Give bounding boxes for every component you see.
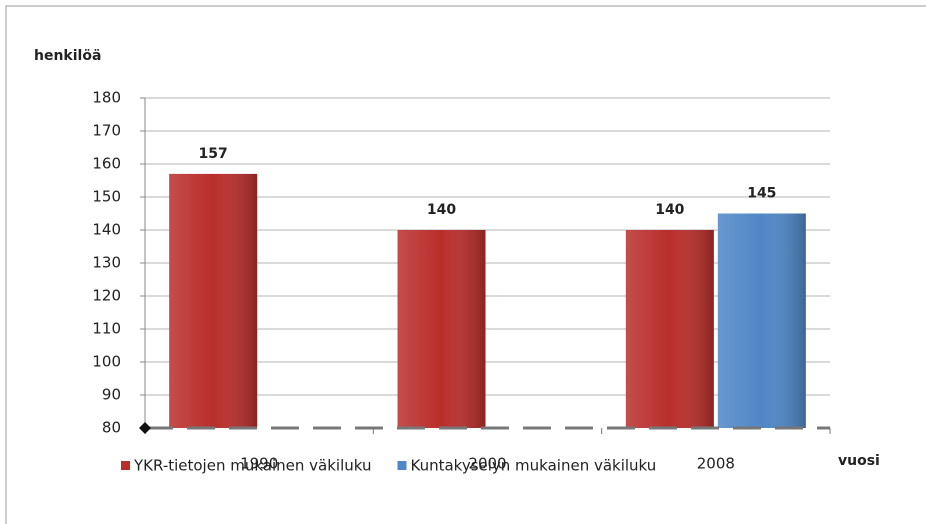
y-tick-label: 100 <box>92 353 121 371</box>
y-tick-label: 170 <box>92 122 121 140</box>
y-axis-label: henkilöä <box>34 48 101 64</box>
x-tick-label: 2008 <box>697 455 735 473</box>
y-tick-label: 160 <box>92 155 121 173</box>
x-axis-label: vuosi <box>838 453 880 469</box>
y-tick-label: 120 <box>92 287 121 305</box>
data-label: 145 <box>747 186 776 202</box>
chart-frame <box>5 5 926 524</box>
bar-shade <box>169 173 258 428</box>
bar-shade <box>717 213 806 428</box>
y-tick-label: 80 <box>102 419 121 437</box>
legend-label: Kuntakyselyn mukainen väkiluku <box>410 457 656 475</box>
origin-marker <box>139 422 151 434</box>
legend-label: YKR-tietojen mukainen väkiluku <box>133 457 371 475</box>
y-tick-label: 90 <box>102 386 121 404</box>
y-tick-label: 180 <box>92 89 121 107</box>
y-tick-label: 140 <box>92 221 121 239</box>
legend-swatch <box>397 461 407 470</box>
y-tick-label: 130 <box>92 254 121 272</box>
data-label: 140 <box>655 202 684 218</box>
y-tick-label: 150 <box>92 188 121 206</box>
data-label: 140 <box>427 202 456 218</box>
data-label: 157 <box>199 146 228 162</box>
legend-swatch <box>121 461 130 470</box>
x-tick-label: 1990 <box>240 455 278 473</box>
bar-shade <box>397 230 486 428</box>
x-tick-label: 2000 <box>468 455 506 473</box>
y-tick-label: 110 <box>92 320 121 338</box>
bar-shade <box>625 230 714 428</box>
